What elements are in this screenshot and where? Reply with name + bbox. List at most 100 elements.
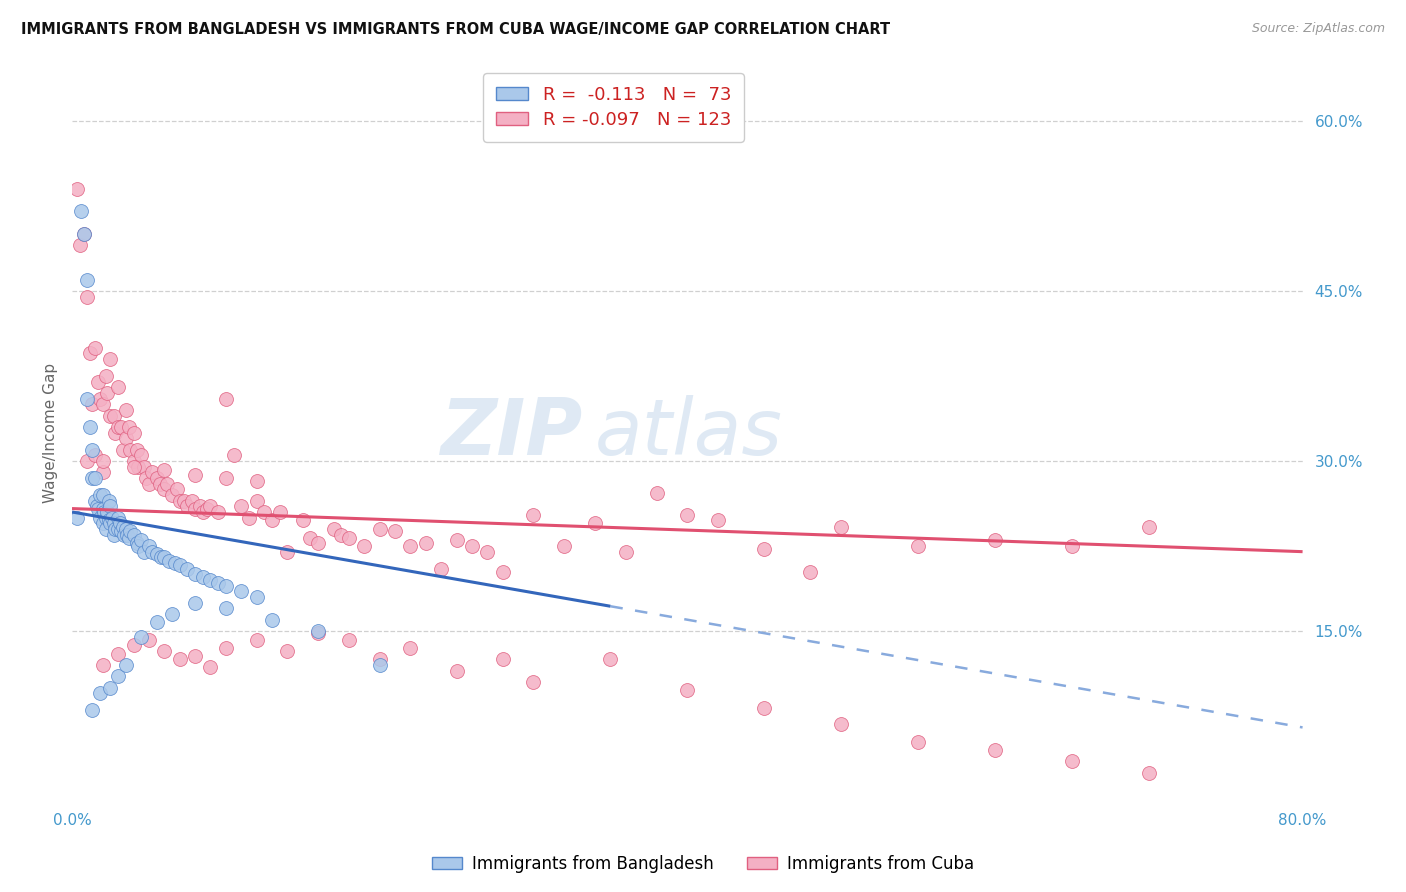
Point — [91, 488, 114, 502]
Point — [984, 743, 1007, 757]
Point — [1137, 765, 1160, 780]
Point — [188, 500, 211, 514]
Point — [492, 565, 515, 579]
Point — [141, 465, 163, 479]
Point — [129, 533, 152, 548]
Point — [583, 516, 606, 531]
Point — [245, 590, 267, 604]
Point — [430, 562, 453, 576]
Point — [184, 501, 207, 516]
Point — [110, 524, 132, 539]
Point — [94, 368, 117, 383]
Point — [191, 505, 214, 519]
Point — [129, 630, 152, 644]
Point — [207, 576, 229, 591]
Point — [368, 522, 391, 536]
Point — [599, 652, 621, 666]
Point — [115, 658, 138, 673]
Point — [176, 500, 198, 514]
Point — [138, 633, 160, 648]
Point — [799, 565, 821, 579]
Point — [91, 658, 114, 673]
Point — [215, 579, 238, 593]
Point — [80, 397, 103, 411]
Point — [134, 544, 156, 558]
Point — [1137, 519, 1160, 533]
Point — [231, 500, 253, 514]
Point — [676, 683, 699, 698]
Point — [138, 539, 160, 553]
Point — [166, 483, 188, 497]
Point — [96, 385, 118, 400]
Point — [754, 701, 776, 715]
Point — [112, 527, 135, 541]
Point — [125, 442, 148, 457]
Point — [160, 488, 183, 502]
Point — [115, 431, 138, 445]
Point — [245, 475, 267, 489]
Point — [76, 272, 98, 286]
Point — [100, 409, 122, 423]
Point — [492, 652, 515, 666]
Point — [522, 508, 544, 523]
Point — [215, 471, 238, 485]
Point — [200, 660, 222, 674]
Y-axis label: Wage/Income Gap: Wage/Income Gap — [44, 362, 58, 503]
Point — [368, 652, 391, 666]
Point — [276, 544, 298, 558]
Point — [91, 454, 114, 468]
Point — [65, 510, 87, 524]
Point — [107, 510, 129, 524]
Point — [115, 522, 138, 536]
Point — [79, 420, 101, 434]
Point — [153, 483, 176, 497]
Point — [91, 397, 114, 411]
Point — [84, 341, 107, 355]
Point — [181, 493, 204, 508]
Point — [461, 539, 484, 553]
Point — [1060, 755, 1083, 769]
Point — [100, 351, 122, 366]
Point — [276, 644, 298, 658]
Point — [245, 633, 267, 648]
Point — [215, 392, 238, 406]
Point — [122, 459, 145, 474]
Point — [101, 510, 124, 524]
Point — [707, 513, 730, 527]
Point — [399, 539, 422, 553]
Point — [1060, 539, 1083, 553]
Point — [122, 454, 145, 468]
Point — [118, 531, 141, 545]
Point — [207, 505, 229, 519]
Point — [150, 550, 173, 565]
Point — [97, 513, 120, 527]
Point — [115, 403, 138, 417]
Point — [253, 505, 276, 519]
Point — [107, 669, 129, 683]
Point — [200, 500, 222, 514]
Legend: R =  -0.113   N =  73, R = -0.097   N = 123: R = -0.113 N = 73, R = -0.097 N = 123 — [484, 73, 744, 142]
Point — [415, 535, 437, 549]
Point — [122, 425, 145, 440]
Point — [149, 476, 172, 491]
Point — [104, 522, 127, 536]
Point — [86, 500, 108, 514]
Point — [135, 471, 157, 485]
Point — [145, 615, 167, 629]
Point — [153, 550, 176, 565]
Point — [614, 544, 637, 558]
Point — [129, 448, 152, 462]
Point — [118, 420, 141, 434]
Point — [184, 596, 207, 610]
Point — [94, 522, 117, 536]
Point — [184, 567, 207, 582]
Point — [84, 448, 107, 462]
Point — [122, 527, 145, 541]
Point — [76, 289, 98, 303]
Point — [70, 204, 93, 219]
Point — [89, 488, 111, 502]
Point — [84, 471, 107, 485]
Point — [141, 544, 163, 558]
Point — [446, 533, 468, 548]
Point — [337, 633, 360, 648]
